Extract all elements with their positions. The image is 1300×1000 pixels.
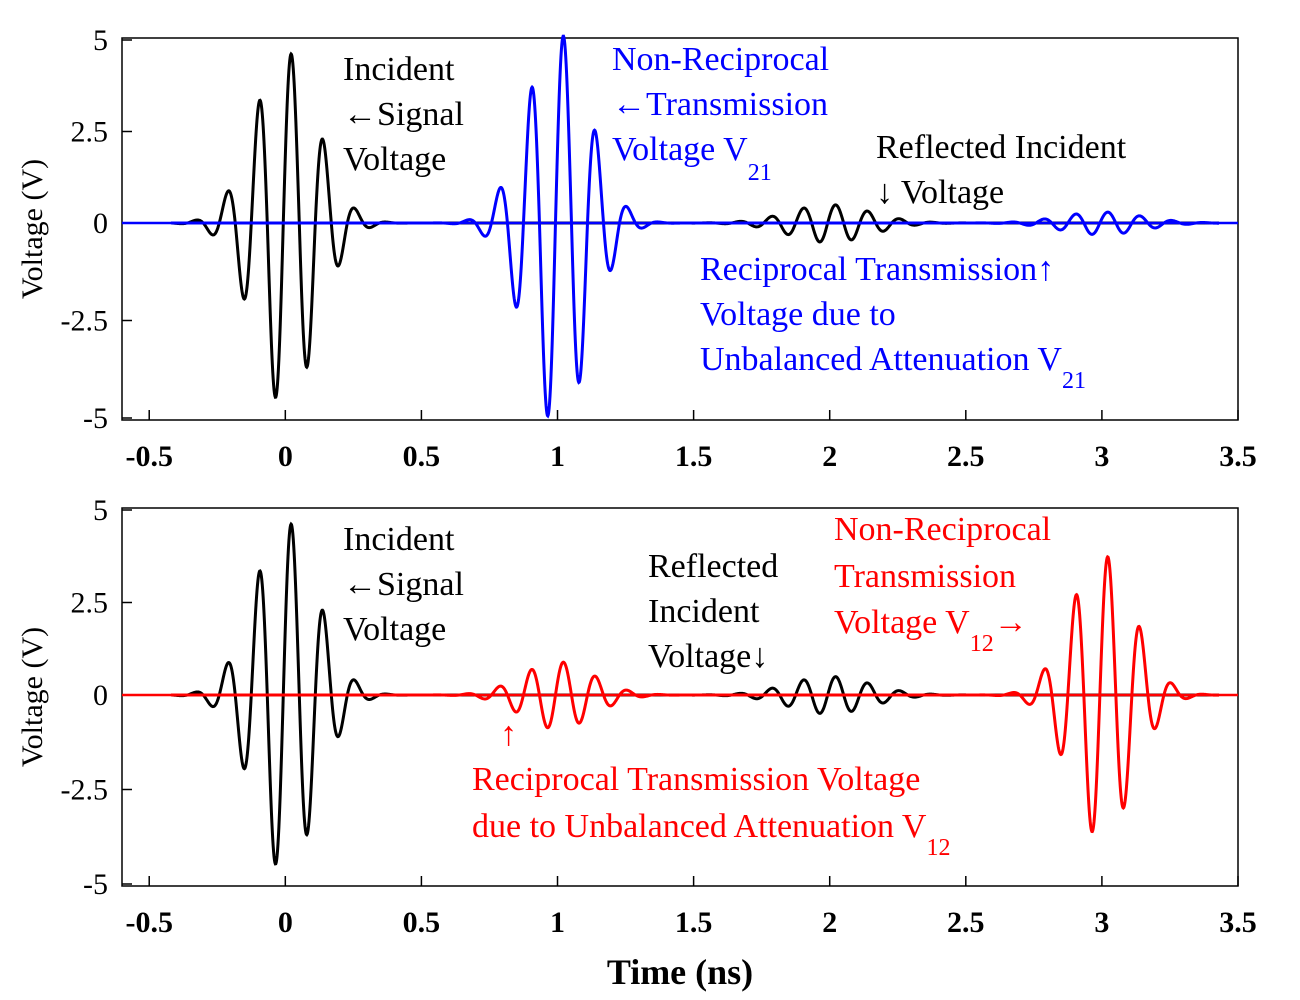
x-tick-label: 2 bbox=[822, 906, 837, 939]
x-tick-label: -0.5 bbox=[125, 906, 173, 939]
y-tick-label: 5 bbox=[93, 494, 108, 527]
x-tick-label: 3 bbox=[1094, 906, 1109, 939]
y-tick-label: 2.5 bbox=[71, 587, 109, 620]
x-tick-label: 2.5 bbox=[947, 440, 985, 473]
x-tick-label: 1.5 bbox=[675, 906, 713, 939]
x-tick-label: 0 bbox=[278, 440, 293, 473]
y-tick-label: 0 bbox=[93, 679, 108, 712]
bottom-annotation-reflected: Reflected Incident Voltage↓ bbox=[648, 548, 787, 675]
y-tick-label: -5 bbox=[83, 868, 108, 901]
top-annotation-reciprocal: Reciprocal Transmission↑ Voltage due to … bbox=[700, 251, 1086, 394]
x-tick-label: -0.5 bbox=[125, 440, 173, 473]
x-tick-label: 1 bbox=[550, 906, 565, 939]
x-tick-label: 3.5 bbox=[1219, 440, 1257, 473]
x-tick-label: 3 bbox=[1094, 440, 1109, 473]
y-tick-label: 2.5 bbox=[71, 116, 109, 149]
top-plot-frame bbox=[121, 37, 1239, 421]
x-tick-label: 2.5 bbox=[947, 906, 985, 939]
y-tick-label: -5 bbox=[83, 402, 108, 435]
x-tick-label: 3.5 bbox=[1219, 906, 1257, 939]
bottom-annotation-nonreciprocal: Non-Reciprocal Transmission Voltage V12→ bbox=[834, 511, 1060, 657]
y-tick-label: -2.5 bbox=[61, 774, 109, 807]
y-tick-label: 0 bbox=[93, 207, 108, 240]
bottom-plot-frame bbox=[121, 507, 1239, 887]
bottom-annotation-incident: Incident ←Signal Voltage bbox=[343, 521, 472, 648]
y-tick-label: -2.5 bbox=[61, 305, 109, 338]
bottom-y-axis-label: Voltage (V) bbox=[16, 627, 49, 767]
bottom-panel: -0.5 0 0.5 1 1.5 2 2.5 3 3.5 5 2.5 0 -2.5 -5 Voltage … bbox=[16, 494, 1257, 992]
bottom-annotation-up-arrow: ↑ bbox=[500, 716, 517, 753]
x-tick-label: 1.5 bbox=[675, 440, 713, 473]
y-tick-label: 5 bbox=[93, 24, 108, 57]
bottom-series bbox=[122, 521, 1238, 866]
bottom-ticks: -0.5 0 0.5 1 1.5 2 2.5 3 3.5 5 2.5 0 -2.5 -5 bbox=[61, 494, 1257, 939]
top-y-axis-label: Voltage (V) bbox=[16, 159, 49, 299]
x-tick-label: 2 bbox=[822, 440, 837, 473]
top-ticks: -0.5 0 0.5 1 1.5 2 2.5 3 3.5 5 2.5 0 -2.5 -5 bbox=[61, 24, 1257, 473]
x-tick-label: 0.5 bbox=[403, 906, 441, 939]
top-annotation-incident: Incident ←Signal Voltage bbox=[343, 51, 472, 178]
top-panel: -0.5 0 0.5 1 1.5 2 2.5 3 3.5 5 2.5 0 -2.5 -5 Voltage … bbox=[16, 24, 1257, 473]
x-tick-label: 0 bbox=[278, 906, 293, 939]
bottom-x-axis-label: Time (ns) bbox=[607, 952, 753, 992]
top-annotation-nonreciprocal: Non-Reciprocal ←Transmission Voltage V21 bbox=[612, 41, 838, 186]
x-tick-label: 1 bbox=[550, 440, 565, 473]
top-annotation-reflected: Reflected Incident ↓ Voltage bbox=[876, 129, 1135, 211]
bottom-annotation-reciprocal: Reciprocal Transmission Voltage due to U… bbox=[472, 761, 950, 861]
top-series bbox=[122, 34, 1238, 419]
x-tick-label: 0.5 bbox=[403, 440, 441, 473]
